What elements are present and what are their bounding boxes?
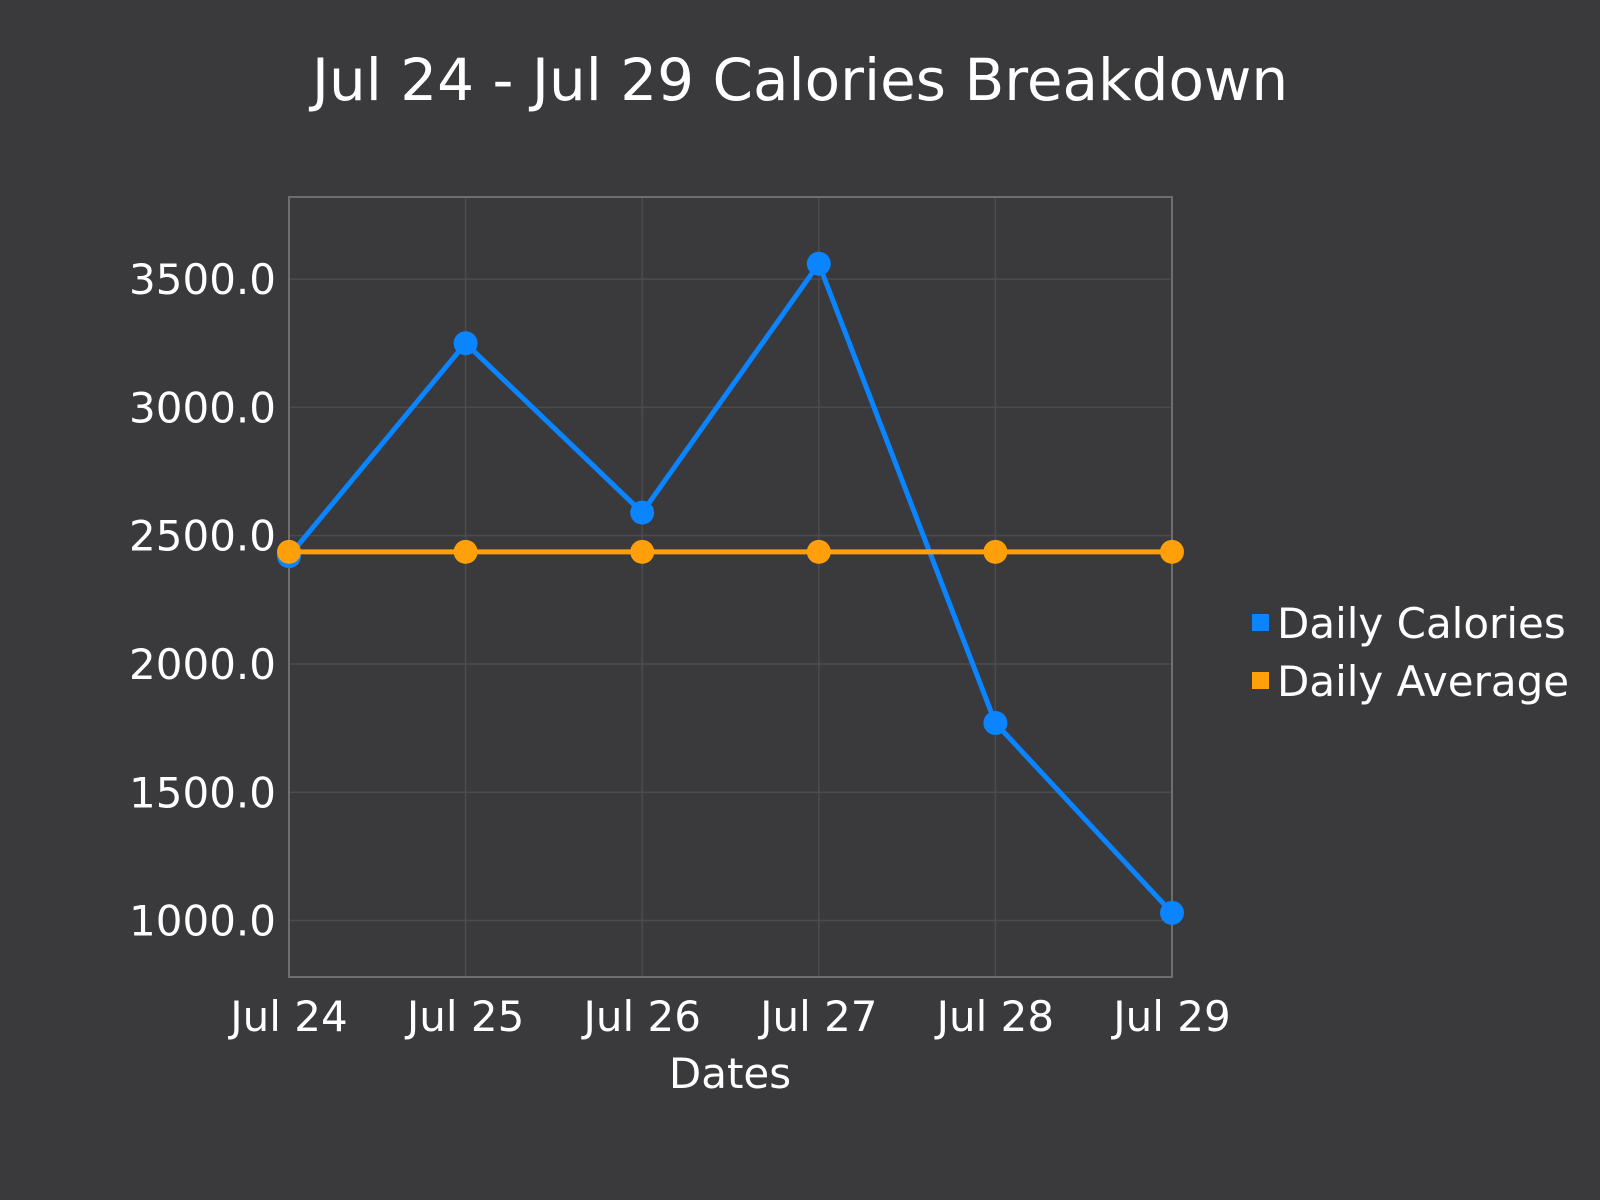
y-tick-label: 2000.0 — [129, 640, 276, 689]
x-tick-label: Jul 26 — [580, 992, 700, 1041]
series-0 — [277, 251, 1184, 925]
legend-label: Daily Average — [1277, 657, 1569, 706]
x-tick-label: Jul 25 — [404, 992, 524, 1041]
plot-area-border — [288, 196, 1173, 978]
series-1 — [277, 539, 1184, 564]
chart-title: Jul 24 - Jul 29 Calories Breakdown — [309, 46, 1288, 114]
y-tick-label: 1000.0 — [129, 897, 276, 946]
legend-swatch — [1252, 614, 1269, 631]
x-axis-label: Dates — [669, 1049, 791, 1098]
y-axis-ticks: 1000.0 1500.0 2000.0 2500.0 3000.0 3500.0 — [129, 255, 276, 945]
data-point — [453, 539, 478, 564]
data-point — [1160, 900, 1184, 925]
data-point — [983, 539, 1008, 564]
data-point — [630, 539, 655, 564]
data-point — [806, 251, 831, 276]
y-tick-label: 1500.0 — [129, 768, 276, 817]
y-tick-label: 3000.0 — [129, 383, 276, 432]
data-point — [1160, 539, 1184, 564]
data-point — [277, 539, 301, 564]
series-line — [287, 261, 1174, 915]
legend-swatch — [1252, 672, 1269, 689]
series-layer — [277, 251, 1184, 925]
grid-lines — [288, 197, 1173, 977]
legend-label: Daily Calories — [1277, 599, 1566, 648]
y-tick-label: 3500.0 — [129, 255, 276, 304]
x-axis-ticks: Jul 24 Jul 25 Jul 26 Jul 27 Jul 28 Jul 29 — [227, 992, 1230, 1041]
data-point — [983, 710, 1008, 735]
data-point — [630, 500, 655, 525]
data-point — [806, 539, 831, 564]
x-tick-label: Jul 28 — [934, 992, 1054, 1041]
x-tick-label: Jul 24 — [227, 992, 347, 1041]
y-tick-label: 2500.0 — [129, 512, 276, 561]
legend: Daily Calories Daily Average — [1252, 599, 1569, 706]
x-tick-label: Jul 27 — [757, 992, 877, 1041]
x-tick-label: Jul 29 — [1110, 992, 1230, 1041]
data-point — [453, 331, 478, 356]
